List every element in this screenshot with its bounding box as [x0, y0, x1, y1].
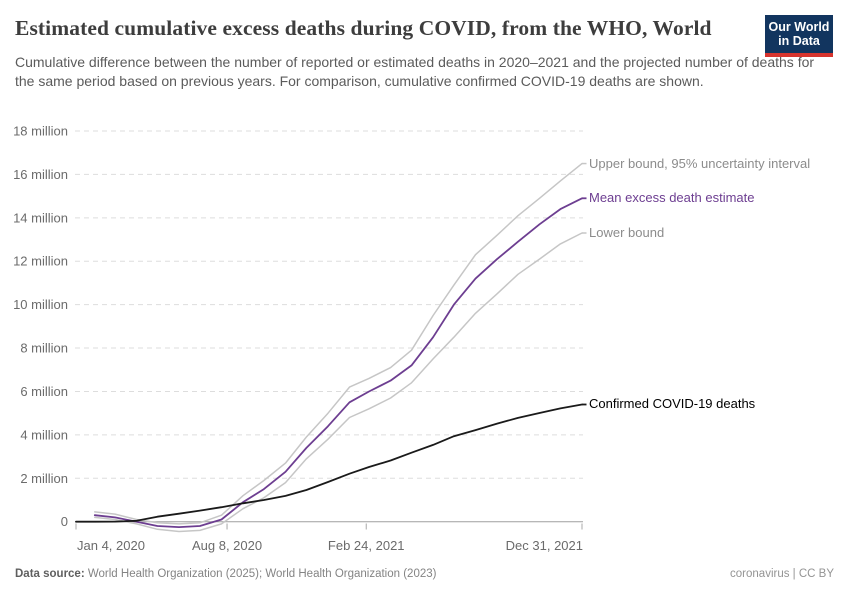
series-line-upper-bound: [94, 162, 583, 525]
x-tick-label: Dec 31, 2021: [506, 538, 583, 553]
y-tick-label: 8 million: [20, 341, 68, 356]
series-label-lower-bound: Lower bound: [589, 225, 665, 241]
owid-logo[interactable]: Our World in Data: [765, 15, 833, 57]
series-line-confirmed-covid-19-deaths: [75, 403, 583, 523]
series-line-lower-bound: [94, 232, 583, 533]
x-tick-label: Aug 8, 2020: [192, 538, 262, 553]
y-tick-label: 6 million: [20, 384, 68, 399]
series-label-upper-bound: Upper bound, 95% uncertainty interval: [589, 155, 811, 171]
page-title: Estimated cumulative excess deaths durin…: [15, 16, 712, 40]
chart-subtitle: Cumulative difference between the number…: [15, 54, 815, 89]
chart-footer: Data source: World Health Organization (…: [15, 568, 834, 580]
data-source-text: World Health Organization (2025); World …: [87, 568, 437, 580]
owid-logo-line1: Our World: [768, 20, 830, 34]
owid-logo-line2: in Data: [778, 34, 820, 49]
series-label-confirmed-covid-19-deaths: Confirmed COVID-19 deaths: [589, 396, 756, 412]
x-tick-label: Jan 4, 2020: [77, 538, 145, 553]
y-tick-label: 14 million: [13, 210, 68, 225]
license-link[interactable]: coronavirus | CC BY: [730, 568, 834, 580]
y-tick-label: 4 million: [20, 427, 68, 442]
y-tick-label: 10 million: [13, 297, 68, 312]
y-tick-label: 0: [61, 514, 68, 529]
data-source-label: Data source:: [15, 568, 85, 580]
y-tick-label: 2 million: [20, 471, 68, 486]
chart-header: Estimated cumulative excess deaths durin…: [0, 0, 850, 90]
y-tick-label: 18 million: [13, 124, 68, 139]
series-label-mean-excess-death-estimate: Mean excess death estimate: [589, 190, 755, 206]
series-line-mean-excess-death-estimate: [93, 197, 583, 528]
y-tick-label: 16 million: [13, 167, 68, 182]
data-source-note: Data source: World Health Organization (…: [15, 568, 436, 580]
y-tick-label: 12 million: [13, 254, 68, 269]
x-tick-label: Feb 24, 2021: [328, 538, 405, 553]
